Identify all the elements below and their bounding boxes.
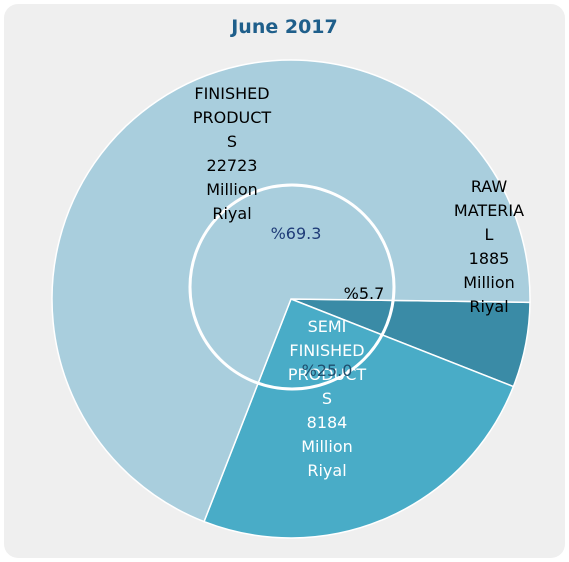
data-label-raw: RAW MATERIA L 1885 Million Riyal: [454, 177, 524, 316]
pie-slice-semi: [203, 298, 515, 539]
center-ring: [188, 183, 396, 391]
percent-label-finished: %69.3: [271, 224, 322, 243]
percent-label-semi: %25.0: [302, 361, 353, 380]
data-label-finished: FINISHED PRODUCT S 22723 Million Riyal: [193, 84, 272, 223]
pie-slice-finished: [51, 59, 531, 523]
percent-label-raw: %5.7: [344, 284, 385, 303]
chart-title: June 2017: [231, 16, 338, 38]
data-label-semi: SEMI FINISHED PRODUCT S 8184 Million Riyal: [288, 317, 367, 480]
pie-labels: FINISHED PRODUCT S 22723 Million Riyal%69.3 SE…: [193, 84, 524, 480]
pie-slices: [51, 59, 531, 539]
